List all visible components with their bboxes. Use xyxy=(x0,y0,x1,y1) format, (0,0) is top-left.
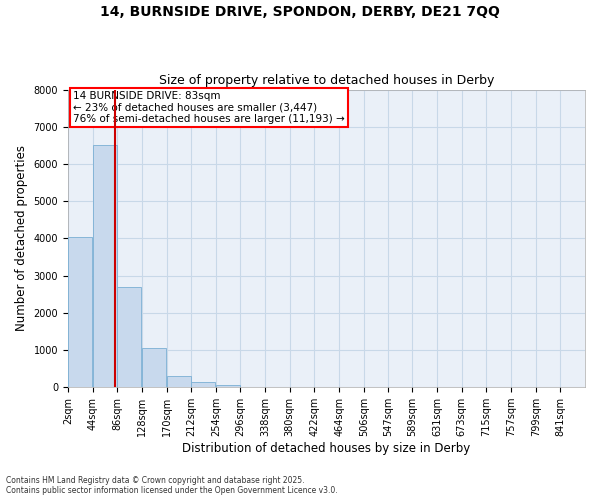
Text: 14, BURNSIDE DRIVE, SPONDON, DERBY, DE21 7QQ: 14, BURNSIDE DRIVE, SPONDON, DERBY, DE21… xyxy=(100,5,500,19)
Y-axis label: Number of detached properties: Number of detached properties xyxy=(15,146,28,332)
Bar xyxy=(191,382,215,387)
Title: Size of property relative to detached houses in Derby: Size of property relative to detached ho… xyxy=(159,74,494,87)
Bar xyxy=(142,348,166,387)
Text: Contains HM Land Registry data © Crown copyright and database right 2025.
Contai: Contains HM Land Registry data © Crown c… xyxy=(6,476,338,495)
Bar xyxy=(68,236,92,387)
X-axis label: Distribution of detached houses by size in Derby: Distribution of detached houses by size … xyxy=(182,442,470,455)
Text: 14 BURNSIDE DRIVE: 83sqm
← 23% of detached houses are smaller (3,447)
76% of sem: 14 BURNSIDE DRIVE: 83sqm ← 23% of detach… xyxy=(73,91,345,124)
Bar xyxy=(167,376,191,387)
Bar xyxy=(216,386,240,387)
Bar xyxy=(117,287,141,387)
Bar xyxy=(92,146,116,387)
